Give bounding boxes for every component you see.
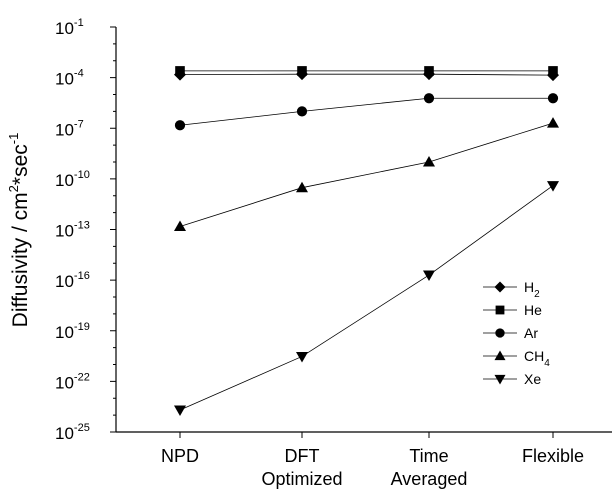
- legend-marker: [495, 328, 505, 338]
- legend-item: Xe: [483, 371, 541, 387]
- series-line: [179, 73, 554, 76]
- data-point: [423, 93, 435, 104]
- data-point: [174, 405, 186, 417]
- legend-marker: [494, 281, 506, 293]
- data-point: [297, 66, 307, 76]
- x-tick-label-line: Time: [409, 446, 448, 466]
- data-point: [175, 66, 185, 76]
- series-ar: [174, 93, 559, 131]
- data-point: [424, 66, 434, 76]
- y-tick-label: 10-25: [55, 422, 90, 443]
- x-tick-label: DFT Optimized: [261, 446, 342, 489]
- legend-label: Ar: [524, 325, 538, 341]
- legend-item: CH4: [483, 348, 550, 369]
- data-point: [174, 120, 186, 131]
- data-point: [547, 181, 559, 192]
- x-tick-label-line: DFT: [285, 446, 320, 466]
- data-point: [548, 66, 558, 76]
- data-point: [547, 117, 559, 128]
- y-tick-label: 10-19: [55, 321, 90, 342]
- legend: H2 He Ar CH4 Xe: [483, 279, 550, 387]
- y-axis-label: Diffusivity / cm2*sec-1: [6, 133, 32, 328]
- legend-label: H2: [524, 279, 540, 300]
- legend-label: Xe: [524, 371, 541, 387]
- y-tick-label: 10-7: [55, 118, 84, 139]
- y-tick-label: 10-22: [55, 371, 90, 392]
- y-axis-ticks: 10-1 10-4 10-7 10-10 10-13 10-16 10-19 10-22 10-…: [55, 17, 584, 489]
- legend-item: Ar: [483, 325, 538, 341]
- legend-item: He: [483, 302, 542, 318]
- legend-marker: [495, 305, 505, 315]
- y-tick-label: 10-10: [55, 169, 90, 190]
- legend-marker: [494, 350, 506, 361]
- x-tick-label-line: Optimized: [261, 469, 342, 489]
- series-h2: [174, 68, 559, 82]
- series-line: [179, 185, 554, 411]
- legend-label: CH4: [524, 348, 550, 369]
- y-tick-label: 10-4: [55, 68, 84, 89]
- x-tick-label: NPD: [161, 446, 199, 466]
- series-line: [179, 97, 553, 126]
- data-point: [296, 351, 308, 363]
- legend-marker: [494, 374, 506, 385]
- x-tick-label: Time Averaged: [391, 446, 468, 489]
- series-he: [175, 66, 558, 76]
- x-tick-label-line: NPD: [161, 446, 199, 466]
- legend-item: H2: [483, 279, 540, 300]
- data-point: [174, 220, 186, 232]
- y-tick-label: 10-16: [55, 270, 90, 291]
- y-tick-label: 10-1: [55, 17, 84, 38]
- series-line: [179, 122, 554, 227]
- x-tick-label: Flexible: [522, 446, 584, 466]
- x-tick-label-line: Averaged: [391, 469, 468, 489]
- data-point: [547, 93, 559, 104]
- legend-label: He: [524, 302, 542, 318]
- y-tick-label: 10-13: [55, 220, 90, 241]
- series-xe: [174, 181, 559, 417]
- data-point: [423, 156, 435, 167]
- x-tick-label-line: Flexible: [522, 446, 584, 466]
- data-point: [423, 270, 435, 282]
- series-ch4: [174, 117, 559, 232]
- series-group: [174, 66, 559, 417]
- data-point: [296, 181, 308, 193]
- data-point: [296, 106, 308, 117]
